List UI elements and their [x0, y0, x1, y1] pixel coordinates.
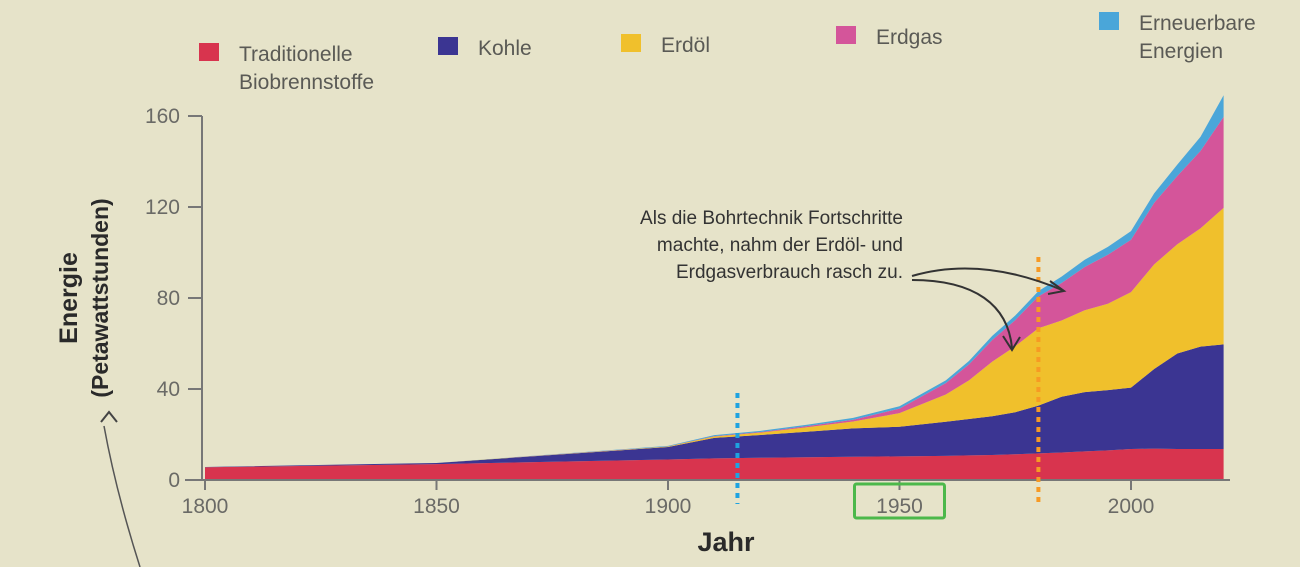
legend-swatch [1099, 12, 1119, 30]
annotation-arrow-2 [911, 279, 1013, 349]
annotation-arrow-1 [911, 267, 1063, 291]
markers [735, 257, 1041, 520]
y-tick-label: 120 [145, 196, 180, 219]
x-tick-label: 1800 [182, 495, 229, 518]
legend-swatch [621, 34, 641, 52]
legend-swatch [199, 43, 219, 61]
annotation-arrows [911, 267, 1067, 352]
x-axis-title: Jahr [697, 527, 755, 557]
y-tick-label: 0 [168, 469, 180, 492]
annotation-line: Erdgasverbrauch rasch zu. [676, 262, 903, 283]
legend-label: Biobrennstoffe [239, 71, 374, 94]
stacked-areas [205, 95, 1224, 480]
legend-label: Erdgas [876, 26, 943, 49]
area-series-2 [205, 207, 1224, 468]
legend-label: Kohle [478, 37, 532, 60]
legend-label: Erneuerbare [1139, 12, 1256, 35]
pointer-line [103, 425, 141, 567]
arrowhead-icon [1002, 335, 1021, 352]
legend-label: Erdöl [661, 34, 710, 57]
y-tick-label: 40 [157, 378, 180, 401]
legend-swatch [438, 37, 458, 55]
legend-label: Traditionelle [239, 43, 353, 66]
y-axis-title-main: Energie [55, 252, 83, 344]
legend-label: Energien [1139, 40, 1223, 63]
highlight-box [853, 482, 946, 520]
annotation-line: machte, nahm der Erdöl- und [657, 235, 903, 256]
y-ticks: 0 40 80 120 160 [145, 105, 202, 492]
x-tick-label: 1950 [876, 495, 923, 518]
legend-swatch [836, 26, 856, 44]
y-axis-title-unit: (Petawattstunden) [87, 198, 113, 397]
arrowhead-icon [1047, 280, 1067, 295]
y-tick-label: 80 [157, 287, 180, 310]
x-tick-label: 2000 [1108, 495, 1155, 518]
area-series-0 [205, 448, 1224, 480]
x-tick-label: 1850 [413, 495, 460, 518]
area-series-3 [205, 116, 1224, 468]
y-tick-label: 160 [145, 105, 180, 128]
arrow-icon [100, 410, 118, 423]
annotation-line: Als die Bohrtechnik Fortschritte [640, 208, 903, 229]
x-tick-label: 1900 [645, 495, 692, 518]
annotation: Als die Bohrtechnik Fortschritte machte, … [640, 208, 903, 283]
area-series-1 [205, 344, 1224, 468]
x-ticks: 1800 1850 1900 1950 2000 [182, 480, 1155, 518]
legend: Traditionelle Biobrennstoffe Kohle Erdöl Erd… [199, 12, 1256, 94]
y-axis-title: Energie (Petawattstunden) [55, 198, 113, 397]
